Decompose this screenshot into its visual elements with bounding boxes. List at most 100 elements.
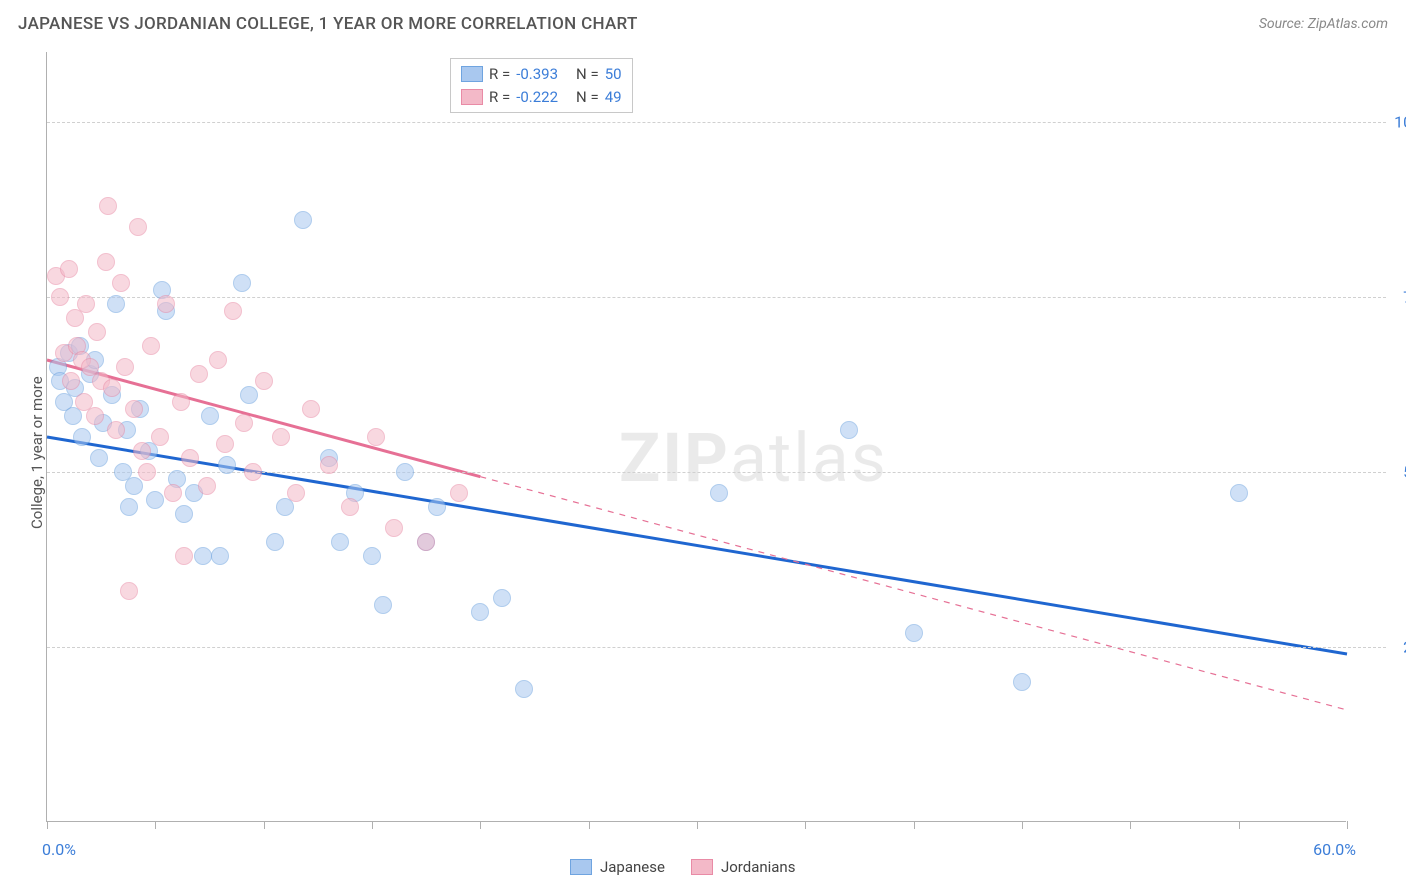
data-point [233,274,251,292]
data-point [190,365,208,383]
data-point [374,596,392,614]
data-point [396,463,414,481]
data-point [1230,484,1248,502]
data-point [164,484,182,502]
data-point [62,372,80,390]
data-point [341,498,359,516]
stat-r-label: R = [489,86,510,109]
data-point [710,484,728,502]
gridline [47,122,1386,123]
data-point [235,414,253,432]
stats-legend: R = -0.393N = 50R = -0.222N = 49 [450,58,633,113]
data-point [112,274,130,292]
data-point [266,533,284,551]
data-point [125,477,143,495]
chart-source: Source: ZipAtlas.com [1259,16,1388,32]
data-point [450,484,468,502]
x-tick [914,821,915,829]
series-legend-label: Jordanians [721,858,796,876]
data-point [428,498,446,516]
data-point [133,442,151,460]
x-tick [697,821,698,829]
y-tick-label: 25.0% [1356,638,1406,657]
data-point [493,589,511,607]
data-point [515,680,533,698]
chart-title: JAPANESE VS JORDANIAN COLLEGE, 1 YEAR OR… [18,14,638,34]
data-point [172,393,190,411]
stat-n-label: N = [576,86,599,109]
data-point [211,547,229,565]
data-point [60,260,78,278]
data-point [255,372,273,390]
data-point [417,533,435,551]
y-tick-label: 50.0% [1356,463,1406,482]
legend-swatch [461,66,483,82]
data-point [146,491,164,509]
data-point [175,505,193,523]
watermark-suffix: atlas [730,418,888,498]
data-point [201,407,219,425]
data-point [175,547,193,565]
x-tick [1239,821,1240,829]
data-point [272,428,290,446]
data-point [107,295,125,313]
data-point [240,386,258,404]
data-point [367,428,385,446]
x-axis-min-label: 0.0% [42,840,76,859]
stat-n-value: 50 [605,63,622,86]
x-tick [1022,821,1023,829]
data-point [157,295,175,313]
y-tick-label: 100.0% [1356,113,1406,132]
data-point [194,547,212,565]
data-point [120,498,138,516]
stats-legend-row: R = -0.222N = 49 [461,86,622,109]
data-point [103,379,121,397]
data-point [129,218,147,236]
data-point [840,421,858,439]
data-point [86,407,104,425]
x-tick [480,821,481,829]
gridline [47,297,1386,298]
x-axis-max-label: 60.0% [1313,840,1356,859]
x-tick [1130,821,1131,829]
stats-legend-row: R = -0.393N = 50 [461,63,622,86]
legend-swatch [461,89,483,105]
data-point [120,582,138,600]
y-axis-title: College, 1 year or more [28,377,46,530]
series-legend-label: Japanese [600,858,665,876]
data-point [287,484,305,502]
data-point [471,603,489,621]
series-legend-item: Jordanians [691,858,796,876]
data-point [116,358,134,376]
data-point [97,253,115,271]
data-point [151,428,169,446]
data-point [905,624,923,642]
x-tick [47,821,48,829]
data-point [73,428,91,446]
trendlines-svg [47,52,1347,822]
series-legend: Japanese Jordanians [570,858,795,876]
data-point [181,449,199,467]
data-point [331,533,349,551]
data-point [224,302,242,320]
data-point [1013,673,1031,691]
data-point [363,547,381,565]
legend-swatch [691,859,713,875]
data-point [51,288,69,306]
stat-r-value: -0.393 [516,63,558,86]
plot-area: ZIPatlas 25.0%50.0%75.0%100.0% [46,52,1346,822]
data-point [107,421,125,439]
y-tick-label: 75.0% [1356,288,1406,307]
data-point [88,323,106,341]
x-tick [372,821,373,829]
trendline-dashed [480,477,1347,710]
data-point [302,400,320,418]
data-point [138,463,156,481]
stat-r-value: -0.222 [516,86,558,109]
x-tick [155,821,156,829]
x-tick [264,821,265,829]
data-point [216,435,234,453]
data-point [385,519,403,537]
data-point [294,211,312,229]
series-legend-item: Japanese [570,858,665,876]
